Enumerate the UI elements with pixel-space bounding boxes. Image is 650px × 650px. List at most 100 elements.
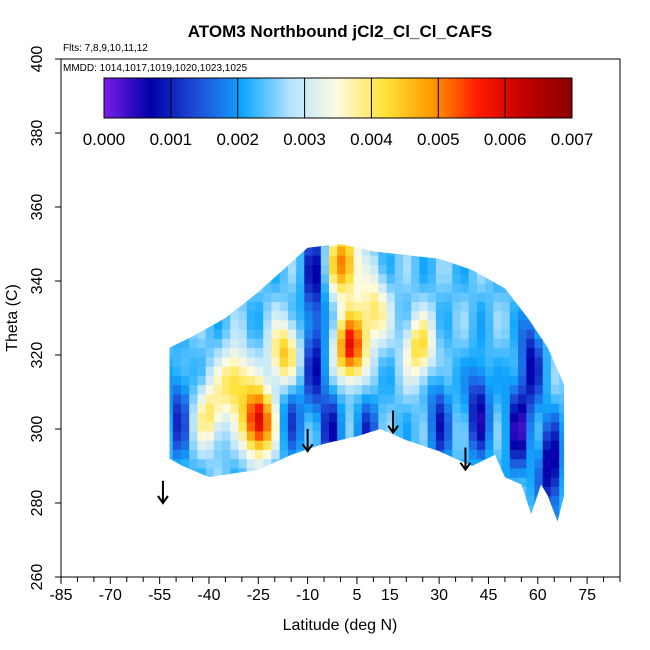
heatmap-cell xyxy=(468,393,478,404)
heatmap-cell xyxy=(337,264,346,275)
heatmap-cell xyxy=(238,514,248,522)
colorbar-swatch xyxy=(267,78,271,118)
heatmap-cell xyxy=(279,319,289,330)
heatmap-cell xyxy=(493,319,503,330)
heatmap-cell xyxy=(509,282,519,293)
heatmap-cell xyxy=(460,403,470,413)
colorbar-swatch xyxy=(242,78,245,118)
heatmap-cell xyxy=(329,467,338,478)
heatmap-cell xyxy=(304,458,314,469)
heatmap-cell xyxy=(501,301,511,312)
colorbar-swatch xyxy=(256,78,259,118)
heatmap-cell xyxy=(509,366,519,376)
colorbar-swatch xyxy=(144,78,148,118)
heatmap-cell xyxy=(559,366,565,376)
heatmap-cell xyxy=(542,514,552,522)
heatmap-cell xyxy=(255,504,264,515)
heatmap-cell xyxy=(255,255,264,265)
heatmap-cell xyxy=(197,467,207,478)
heatmap-cell xyxy=(567,422,576,432)
heatmap-cell xyxy=(493,310,503,321)
heatmap-cell xyxy=(386,440,396,450)
heatmap-cell xyxy=(411,338,420,349)
heatmap-cell xyxy=(320,467,330,478)
heatmap-cell xyxy=(411,495,420,506)
heatmap-cell xyxy=(197,430,207,441)
heatmap-cell xyxy=(386,486,396,497)
heatmap-cell xyxy=(353,412,363,423)
heatmap-cell xyxy=(222,264,231,275)
heatmap-cell xyxy=(230,403,240,413)
heatmap-cell xyxy=(246,255,256,265)
heatmap-cell xyxy=(287,282,297,293)
heatmap-cell xyxy=(403,514,412,522)
colorbar-swatch xyxy=(211,78,214,118)
heatmap-cell xyxy=(485,319,494,330)
heatmap-cell xyxy=(435,421,445,432)
heatmap-cell xyxy=(550,366,560,376)
heatmap-cell xyxy=(169,412,174,423)
heatmap-cell xyxy=(468,495,478,506)
heatmap-cell xyxy=(427,449,437,460)
heatmap-cell xyxy=(271,319,281,330)
heatmap-cell xyxy=(320,421,330,432)
colorbar-swatch xyxy=(316,78,319,118)
heatmap-cell xyxy=(435,347,445,358)
heatmap-cell xyxy=(444,514,453,522)
heatmap-cell xyxy=(361,514,371,522)
heatmap-cell xyxy=(534,477,544,487)
colorbar-tick-label: 0.003 xyxy=(283,130,326,149)
heatmap-cell xyxy=(435,356,445,367)
heatmap-cell xyxy=(304,244,314,247)
heatmap-cell xyxy=(213,245,223,256)
colorbar-swatch xyxy=(554,78,557,118)
heatmap-cell xyxy=(501,467,511,478)
heatmap-cell xyxy=(172,255,182,265)
heatmap-cell xyxy=(353,273,363,284)
heatmap-cell xyxy=(353,504,363,515)
heatmap-cell xyxy=(509,514,519,522)
heatmap-cell xyxy=(205,366,215,376)
heatmap-cell xyxy=(419,255,429,265)
heatmap-cell xyxy=(518,458,527,469)
heatmap-cell xyxy=(238,301,248,312)
heatmap-cell xyxy=(222,523,231,533)
heatmap-cell xyxy=(460,255,470,265)
heatmap-cell xyxy=(501,375,511,386)
heatmap-cell xyxy=(526,273,536,284)
heatmap-cell xyxy=(427,495,437,506)
heatmap-cell xyxy=(205,273,215,284)
heatmap-cell xyxy=(337,366,346,376)
heatmap-cell xyxy=(567,357,576,367)
heatmap-cell xyxy=(386,458,396,469)
heatmap-cell xyxy=(156,320,165,330)
heatmap-cell xyxy=(435,282,445,293)
heatmap-cell xyxy=(550,486,560,497)
heatmap-cell xyxy=(378,375,388,386)
heatmap-cell xyxy=(189,329,198,339)
heatmap-cell xyxy=(353,366,363,376)
heatmap-cell xyxy=(172,430,182,441)
heatmap-cell xyxy=(320,282,330,293)
heatmap-cell xyxy=(156,264,165,274)
heatmap-cell xyxy=(156,385,165,395)
heatmap-cell xyxy=(222,477,231,487)
colorbar-swatch xyxy=(529,78,532,118)
heatmap-cell xyxy=(205,384,215,395)
heatmap-cell xyxy=(493,264,503,275)
colorbar-swatch xyxy=(534,78,538,118)
heatmap-cell xyxy=(181,458,190,469)
heatmap-cell xyxy=(337,255,346,265)
heatmap-cell xyxy=(205,244,215,247)
heatmap-cell xyxy=(238,366,248,376)
heatmap-cell xyxy=(312,495,322,506)
heatmap-cell xyxy=(394,273,404,284)
heatmap-cell xyxy=(403,310,412,321)
heatmap-cell xyxy=(222,412,231,423)
heatmap-cell xyxy=(370,504,379,515)
colorbar-swatch xyxy=(425,78,429,118)
heatmap-cell xyxy=(304,393,314,404)
heatmap-cell xyxy=(411,366,420,376)
heatmap-cell xyxy=(477,430,486,441)
heatmap-cell xyxy=(287,264,297,275)
